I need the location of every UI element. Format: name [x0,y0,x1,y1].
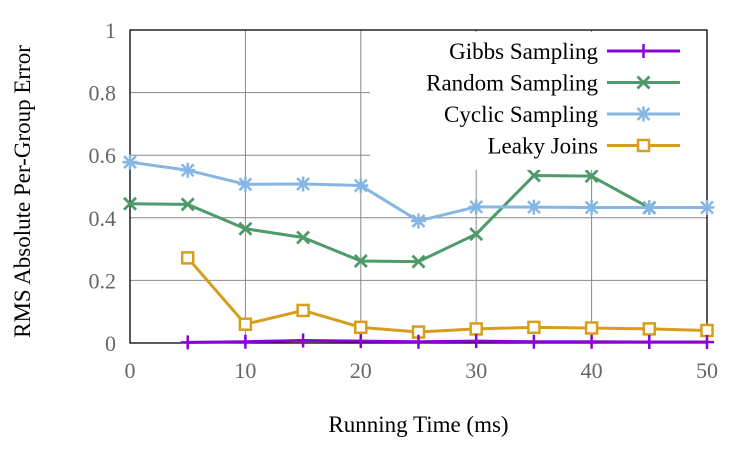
series-line [187,338,707,344]
data-point-x [353,254,368,268]
y-tick-label: 0.2 [89,268,117,293]
data-point-square [527,320,541,335]
x-tick-label: 40 [581,358,603,383]
x-tick-label: 0 [125,358,136,383]
legend-label: Leaky Joins [487,134,598,159]
data-point-square [700,323,714,338]
legend-label: Gibbs Sampling [449,39,598,64]
data-point-x [180,197,195,212]
data-point-square [180,251,195,265]
x-tick-label: 10 [234,358,256,383]
data-point-x [636,75,651,90]
data-point-x [123,196,137,211]
data-point-square [636,138,651,153]
data-point-x [296,230,311,245]
x-tick-label: 30 [465,358,487,383]
legend: Gibbs Sampling Random Sampling Cyclic Samp… [370,32,706,170]
series-random-sampling [123,168,657,269]
x-tick-label: 20 [350,358,372,383]
data-point-x [584,169,599,184]
series-leaky-joins [180,251,714,339]
series-gibbs-sampling [180,333,714,350]
data-point-x [238,221,253,236]
x-axis-title: Running Time (ms) [328,412,508,437]
y-tick-label: 0.6 [89,143,117,168]
series-line [129,174,651,264]
data-point-x [469,227,484,242]
data-point-square [469,322,483,336]
data-point-square [584,321,599,335]
series-group [122,154,715,350]
y-tick-label: 0.8 [89,81,117,106]
data-point-square [642,322,657,336]
x-tick-label: 50 [696,358,718,383]
data-point-square [238,317,253,331]
data-point-x [526,168,541,183]
y-tick-label: 0 [105,331,116,356]
y-tick-label: 0.4 [89,206,117,231]
series-line [186,256,708,334]
axis-ticks: 0 10 20 30 40 50 0 0.2 0.4 0.6 0.8 1 [89,18,719,383]
legend-label: Random Sampling [426,71,598,96]
series-cyclic-sampling [122,154,715,229]
data-point-square [354,320,368,335]
y-axis-title: RMS Absolute Per-Group Error [10,45,35,338]
y-tick-label: 1 [105,18,116,43]
data-point-x [411,254,426,269]
legend-label: Cyclic Sampling [444,102,598,127]
data-point-square [296,303,310,318]
